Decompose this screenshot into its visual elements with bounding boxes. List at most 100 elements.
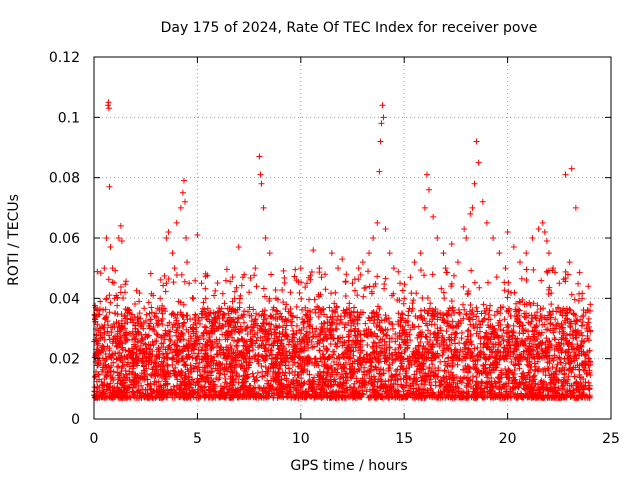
data-point: [165, 329, 172, 336]
data-point: [182, 372, 189, 379]
data-point: [372, 280, 379, 287]
data-point: [566, 360, 573, 367]
data-point: [445, 354, 452, 361]
data-point: [328, 371, 335, 378]
data-point: [441, 295, 448, 302]
data-point: [451, 374, 458, 381]
data-point: [426, 364, 433, 371]
data-point: [229, 298, 236, 305]
data-point: [342, 394, 349, 401]
data-point: [553, 308, 560, 315]
data-point: [428, 312, 435, 319]
data-point: [95, 371, 102, 378]
data-point: [521, 372, 528, 379]
data-point: [375, 391, 382, 398]
data-point: [571, 373, 578, 380]
data-point: [377, 385, 384, 392]
data-point: [451, 340, 458, 347]
data-point: [565, 366, 572, 373]
data-point: [473, 366, 480, 373]
data-point: [532, 363, 539, 370]
data-point: [117, 283, 124, 290]
data-point: [318, 320, 325, 327]
data-point: [110, 359, 117, 366]
data-point: [420, 376, 427, 383]
data-point: [467, 321, 474, 328]
data-point: [187, 333, 194, 340]
data-point: [112, 350, 119, 357]
data-point: [105, 383, 112, 390]
data-point: [528, 342, 535, 349]
data-point: [484, 279, 491, 286]
data-point: [106, 309, 113, 316]
data-point: [162, 288, 169, 295]
data-point: [210, 378, 217, 385]
data-point: [382, 312, 389, 319]
data-point: [379, 390, 386, 397]
data-point: [580, 339, 587, 346]
data-point: [526, 378, 533, 385]
data-point: [362, 320, 369, 327]
data-point: [427, 385, 434, 392]
data-point: [321, 361, 328, 368]
data-point: [223, 383, 230, 390]
data-point: [512, 376, 519, 383]
data-point: [279, 324, 286, 331]
data-point: [271, 335, 278, 342]
data-point: [324, 314, 331, 321]
data-point: [176, 337, 183, 344]
data-point: [226, 305, 233, 312]
data-point: [385, 377, 392, 384]
data-point: [251, 378, 258, 385]
data-point: [497, 349, 504, 356]
data-point: [324, 370, 331, 377]
data-point: [306, 296, 313, 303]
data-point: [479, 370, 486, 377]
data-point: [153, 331, 160, 338]
data-point: [207, 309, 214, 316]
data-point: [372, 394, 379, 401]
data-point: [471, 345, 478, 352]
data-point: [126, 368, 133, 375]
data-point: [464, 291, 471, 298]
data-point: [250, 373, 257, 380]
data-point: [202, 379, 209, 386]
data-point: [392, 338, 399, 345]
data-point: [482, 380, 489, 387]
data-point: [223, 360, 230, 367]
data-point: [230, 337, 237, 344]
data-point: [455, 355, 462, 362]
data-point: [162, 327, 169, 334]
data-point: [552, 336, 559, 343]
data-point: [439, 352, 446, 359]
data-points: [91, 99, 594, 401]
data-point: [392, 330, 399, 337]
data-point: [132, 371, 139, 378]
data-point: [471, 279, 478, 286]
data-point: [386, 350, 393, 357]
data-point: [105, 276, 112, 283]
data-point: [312, 355, 319, 362]
data-point: [194, 386, 201, 393]
data-point: [241, 365, 248, 372]
data-point: [531, 355, 538, 362]
data-point: [565, 373, 572, 380]
data-point: [314, 340, 321, 347]
data-point: [556, 393, 563, 400]
data-point: [446, 374, 453, 381]
data-point: [232, 376, 239, 382]
data-point: [195, 392, 202, 399]
data-point: [429, 394, 436, 401]
data-point: [364, 342, 371, 349]
data-point: [345, 334, 352, 341]
data-point: [343, 387, 350, 394]
data-point: [416, 362, 423, 369]
data-point: [456, 310, 463, 317]
data-point: [403, 379, 410, 386]
data-point: [280, 267, 287, 274]
data-point: [240, 342, 247, 349]
data-point: [555, 304, 562, 311]
data-point: [165, 343, 172, 350]
data-point: [567, 324, 574, 331]
data-point: [119, 363, 126, 370]
